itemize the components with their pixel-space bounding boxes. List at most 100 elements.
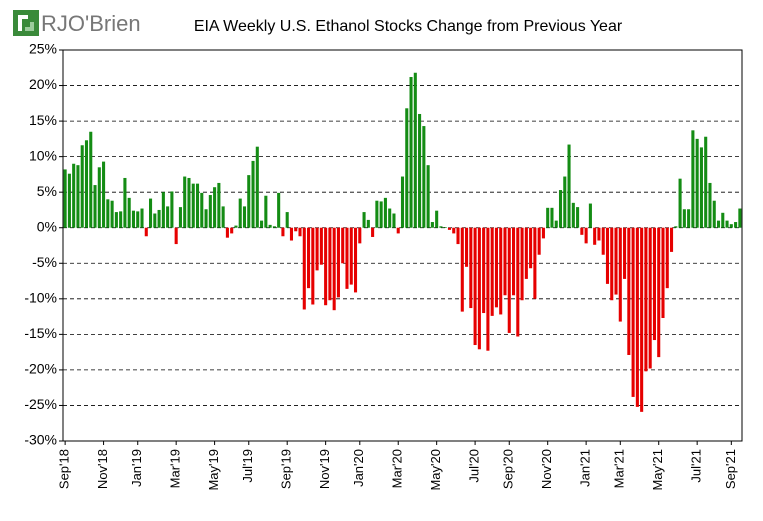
bar — [627, 227, 631, 355]
bar — [443, 227, 447, 228]
x-tick-label: May'19 — [206, 449, 221, 491]
bar — [533, 227, 537, 299]
bar — [712, 200, 716, 228]
bar — [166, 206, 170, 228]
bar — [187, 177, 191, 228]
bar — [264, 195, 268, 228]
bar — [400, 176, 405, 228]
bar — [563, 176, 567, 228]
bar — [277, 192, 281, 228]
bar — [195, 183, 200, 228]
bar — [208, 195, 212, 228]
y-tick-label: 5% — [37, 183, 57, 199]
bar — [588, 203, 592, 228]
x-tick-label: Sep'19 — [279, 449, 294, 489]
bar — [601, 227, 605, 255]
y-tick-label: -30% — [24, 432, 57, 448]
bar — [272, 226, 276, 228]
bar — [405, 108, 409, 228]
bar — [191, 183, 195, 228]
bar — [315, 227, 319, 271]
bar — [174, 227, 178, 245]
bar — [114, 212, 118, 228]
bar — [473, 227, 477, 346]
bar — [482, 227, 486, 314]
x-tick-label: Nov'20 — [539, 449, 554, 489]
x-tick-label: Mar'21 — [612, 449, 627, 488]
bar — [610, 227, 614, 301]
x-tick-label: Sep'18 — [57, 449, 72, 489]
x-tick-label: Sep'20 — [501, 449, 516, 489]
y-tick-label: 10% — [29, 147, 57, 163]
bar — [635, 227, 639, 407]
y-tick-label: 20% — [29, 76, 57, 92]
bar — [584, 227, 588, 244]
x-tick-label: May'20 — [428, 449, 443, 491]
bar — [529, 227, 533, 269]
bar — [452, 227, 456, 234]
bar — [200, 192, 204, 228]
x-tick-label: Jan'21 — [578, 449, 593, 487]
y-tick-label: 15% — [29, 112, 57, 128]
bar — [366, 219, 370, 228]
bar — [725, 220, 729, 228]
bar — [409, 77, 413, 228]
bar — [447, 227, 452, 230]
bar — [571, 202, 575, 228]
logo-icon — [13, 10, 39, 36]
bar — [388, 208, 392, 228]
bar — [131, 210, 135, 228]
bar — [507, 227, 511, 333]
x-tick-label: Jul'20 — [467, 449, 482, 483]
bar — [614, 227, 618, 295]
bar — [511, 227, 516, 296]
bar — [729, 224, 733, 228]
x-tick-label: Nov'19 — [317, 449, 332, 489]
bar — [640, 227, 644, 412]
y-tick-label: -15% — [24, 325, 57, 341]
bar — [486, 227, 490, 351]
bar — [644, 227, 648, 372]
bar — [76, 165, 80, 228]
bar — [657, 227, 661, 358]
bar — [392, 213, 396, 228]
bar — [106, 199, 110, 228]
bar — [422, 126, 426, 228]
bar — [123, 177, 127, 228]
bar — [652, 227, 656, 341]
bar — [307, 227, 311, 289]
y-tick-label: 25% — [29, 41, 57, 57]
bar — [328, 227, 332, 301]
bar — [319, 227, 323, 265]
bar — [550, 207, 554, 228]
bar — [687, 209, 691, 228]
bar — [691, 130, 695, 228]
bar — [631, 227, 635, 397]
bar — [580, 227, 584, 235]
bar — [281, 227, 285, 237]
bar — [302, 227, 306, 310]
bar — [383, 197, 387, 228]
bar — [413, 72, 417, 228]
x-tick-label: Nov'18 — [95, 449, 110, 489]
bar — [298, 227, 302, 237]
bar — [439, 226, 443, 228]
chart-title: EIA Weekly U.S. Ethanol Stocks Change fr… — [194, 18, 623, 35]
bar — [268, 224, 272, 228]
bar — [494, 227, 498, 308]
bar — [102, 161, 106, 228]
bar — [72, 163, 76, 228]
bar — [294, 227, 298, 232]
bar — [546, 207, 550, 228]
bar — [605, 227, 610, 284]
bar — [230, 227, 234, 234]
bar — [213, 187, 217, 228]
bar — [84, 140, 89, 228]
bar — [242, 206, 247, 228]
bar — [110, 200, 114, 228]
bar — [695, 138, 699, 228]
bar — [593, 227, 597, 245]
x-tick-label: Jul'19 — [240, 449, 255, 483]
y-tick-label: -25% — [24, 396, 57, 412]
